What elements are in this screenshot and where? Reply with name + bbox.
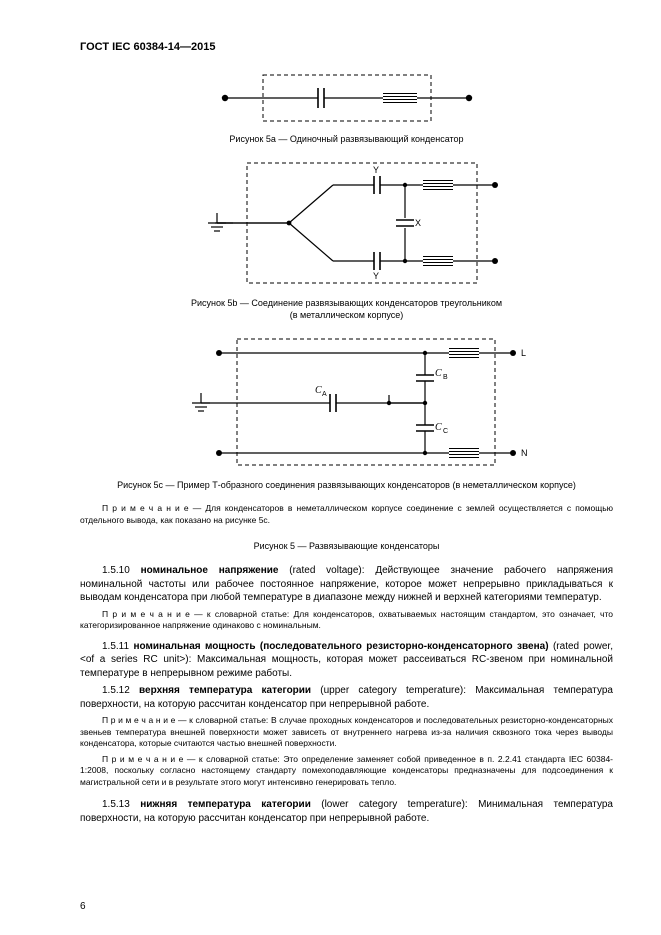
svg-text:C: C <box>435 368 442 379</box>
page-number: 6 <box>80 900 86 914</box>
figure-5c-caption: Рисунок 5c — Пример Т-образного соединен… <box>80 479 613 491</box>
svg-text:Y: Y <box>373 271 379 281</box>
svg-text:X: X <box>415 218 421 228</box>
figure-5c: LNCACBCC <box>80 333 613 473</box>
figure-5c-svg: LNCACBCC <box>147 333 547 473</box>
svg-text:A: A <box>322 391 327 398</box>
svg-text:L: L <box>521 348 526 358</box>
s1513-lead: 1.5.13 <box>102 799 140 810</box>
figure-5a-svg <box>205 69 489 127</box>
section-1-5-11: 1.5.11 номинальная мощность (последовате… <box>80 640 613 681</box>
figure-5a-caption: Рисунок 5а — Одиночный развязывающий кон… <box>80 133 613 145</box>
svg-text:C: C <box>435 422 442 433</box>
figure-5b: Y Y X <box>80 157 613 291</box>
s1512-lead: 1.5.12 <box>102 685 139 696</box>
note-1512b: П р и м е ч а н и е — к словарной статье… <box>80 754 613 788</box>
s1511-lead: 1.5.11 <box>102 641 134 652</box>
doc-header: ГОСТ IEC 60384-14—2015 <box>80 40 613 55</box>
note-fig5: П р и м е ч а н и е — Для конденсаторов … <box>80 503 613 526</box>
s1511-term: номинальная мощность (последовательного … <box>134 641 549 652</box>
svg-text:N: N <box>521 448 528 458</box>
svg-text:Y: Y <box>373 165 379 175</box>
figure-5a <box>80 69 613 127</box>
page: ГОСТ IEC 60384-14—2015 Рисунок 5а — Один… <box>0 0 661 935</box>
s1512-term: верхняя температура категории <box>139 685 311 696</box>
figure-5b-caption: Рисунок 5b — Соединение развязывающих ко… <box>80 297 613 321</box>
svg-text:B: B <box>443 374 448 381</box>
note-1512a: П р и м е ч а н и е — к словарной статье… <box>80 715 613 749</box>
s1510-lead: 1.5.10 <box>102 565 141 576</box>
section-1-5-13: 1.5.13 нижняя температура категории (low… <box>80 798 613 825</box>
figure-5-caption: Рисунок 5 — Развязывающие конденсаторы <box>80 540 613 552</box>
figure-5b-caption-l2: (в металлическом корпусе) <box>290 310 403 320</box>
figure-5b-svg: Y Y X <box>177 157 517 291</box>
s1513-term: нижняя температура категории <box>140 799 311 810</box>
note-1510: П р и м е ч а н и е — к словарной статье… <box>80 609 613 632</box>
s1510-term: номинальное напряжение <box>141 565 279 576</box>
section-1-5-12: 1.5.12 верхняя температура категории (up… <box>80 684 613 711</box>
svg-text:C: C <box>443 428 448 435</box>
figure-5b-caption-l1: Рисунок 5b — Соединение развязывающих ко… <box>191 298 502 308</box>
svg-text:C: C <box>315 385 322 396</box>
section-1-5-10: 1.5.10 номинальное напряжение (rated vol… <box>80 564 613 605</box>
